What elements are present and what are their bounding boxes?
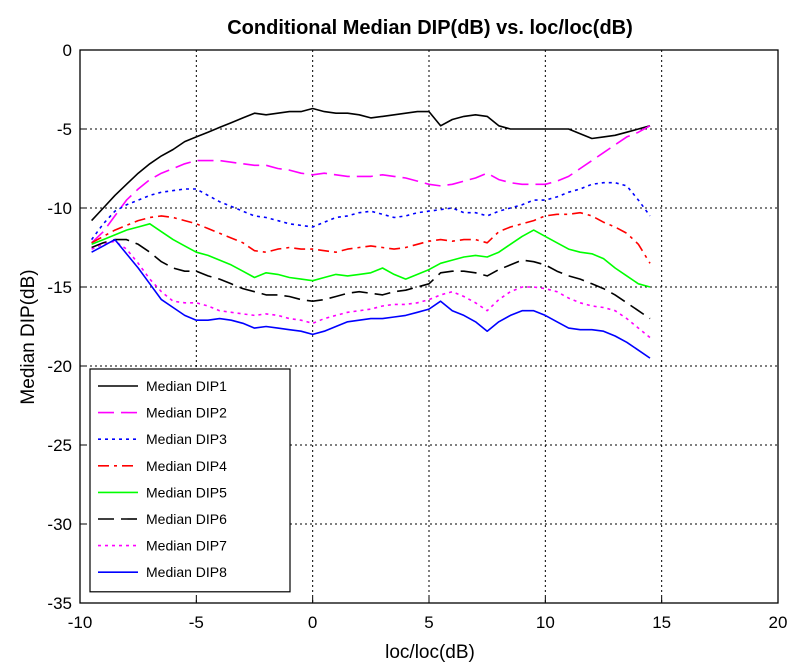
axis-ticks: -10 -5 0 5 10 15 20 0 -5 -10 -15 -20 -25 -30 -35 bbox=[47, 41, 787, 632]
series-line-dip6 bbox=[91, 238, 651, 320]
legend-label: Median DIP2 bbox=[146, 405, 227, 421]
x-tick-label: -10 bbox=[68, 613, 93, 632]
x-tick-label: 5 bbox=[424, 613, 433, 632]
series-line-dip4 bbox=[91, 211, 651, 264]
legend-label: Median DIP8 bbox=[146, 564, 227, 580]
legend-label: Median DIP5 bbox=[146, 484, 227, 500]
x-tick-label: 10 bbox=[536, 613, 555, 632]
chart-title: Conditional Median DIP(dB) vs. loc/loc(d… bbox=[227, 17, 633, 39]
y-tick-label: -25 bbox=[47, 436, 72, 455]
y-tick-label: -10 bbox=[47, 199, 72, 218]
series-line-dip1 bbox=[91, 107, 651, 222]
legend-label: Median DIP6 bbox=[146, 511, 227, 527]
x-tick-label: 15 bbox=[652, 613, 671, 632]
y-tick-label: 0 bbox=[63, 41, 72, 60]
legend-label: Median DIP3 bbox=[146, 431, 227, 447]
y-tick-label: -30 bbox=[47, 515, 72, 534]
y-axis-label: Median DIP(dB) bbox=[18, 269, 39, 404]
legend-label: Median DIP4 bbox=[146, 458, 227, 474]
legend: Median DIP1 Median DIP2 Median DIP3 Median … bbox=[89, 368, 291, 593]
legend-label: Median DIP7 bbox=[146, 538, 227, 554]
series-line-dip7 bbox=[91, 240, 651, 339]
series-line-dip3 bbox=[90, 181, 651, 241]
x-tick-label: 20 bbox=[769, 613, 788, 632]
series-lines bbox=[90, 107, 651, 359]
x-tick-label: 0 bbox=[308, 613, 317, 632]
x-tick-label: -5 bbox=[189, 613, 204, 632]
y-tick-label: -15 bbox=[47, 278, 72, 297]
x-axis-label: loc/loc(dB) bbox=[385, 642, 475, 663]
series-line-dip2 bbox=[91, 125, 651, 244]
legend-label: Median DIP1 bbox=[146, 378, 227, 394]
y-tick-label: -35 bbox=[47, 594, 72, 613]
series-line-dip5 bbox=[91, 223, 651, 288]
legend-box bbox=[89, 368, 291, 593]
y-tick-label: -20 bbox=[47, 357, 72, 376]
series-line-dip8 bbox=[91, 238, 651, 359]
y-tick-label: -5 bbox=[57, 120, 72, 139]
